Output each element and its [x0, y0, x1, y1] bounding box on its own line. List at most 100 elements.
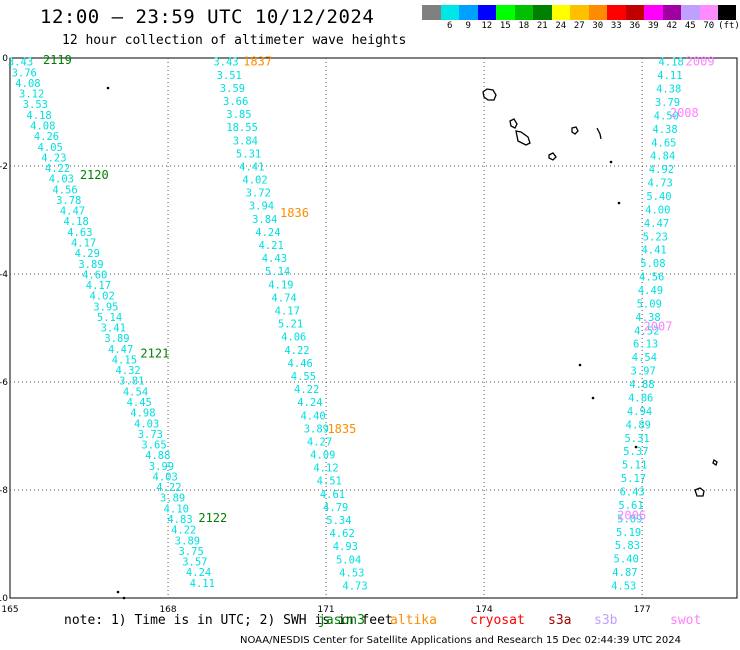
wave-height-label: 4.88 [145, 450, 170, 462]
pass-time-label: 2122 [198, 511, 227, 525]
map-frame [9, 57, 738, 599]
legend-label: 18 [518, 21, 530, 31]
lat-tick-label: -6 [0, 378, 8, 388]
lon-tick-label: 177 [634, 605, 651, 615]
legend-swatch [570, 5, 589, 20]
wave-height-label: 3.89 [304, 423, 329, 435]
island-outline [596, 127, 602, 140]
island-outline [548, 152, 557, 161]
wave-height-label: 3.95 [93, 301, 118, 313]
wave-height-label: 4.53 [611, 581, 636, 593]
wave-height-label: 4.51 [317, 476, 342, 488]
wave-height-label: 4.98 [130, 408, 155, 420]
wave-height-label: 4.03 [49, 174, 74, 186]
legend-swatch [699, 5, 719, 20]
wave-height-label: 4.03 [134, 418, 159, 430]
legend-swatch [477, 5, 497, 20]
wave-height-label: 3.97 [631, 366, 656, 378]
wave-height-label: 4.12 [313, 463, 338, 475]
wave-height-label: 3.84 [233, 135, 258, 147]
satellite-name-cryosat: cryosat [470, 613, 525, 628]
island-dot [634, 445, 638, 449]
wave-height-label: 4.22 [284, 345, 309, 357]
pass-time-label: 2007 [644, 319, 673, 333]
wave-height-label: 4.92 [649, 164, 674, 176]
wave-height-label: 3.89 [175, 535, 200, 547]
wave-height-label: 4.56 [639, 272, 664, 284]
wave-height-label: 5.19 [616, 527, 641, 539]
legend-label: 45 [684, 21, 696, 31]
wave-height-label: 4.79 [323, 502, 348, 514]
page-subtitle: 12 hour collection of altimeter wave hei… [62, 33, 407, 48]
wave-height-label: 3.43 [8, 57, 33, 69]
wave-height-label: 4.02 [89, 291, 114, 303]
wave-height-label: 3.51 [217, 70, 242, 82]
wave-height-label: 4.73 [342, 581, 367, 593]
satellite-name-altika: altika [390, 613, 437, 628]
wave-height-label: 4.40 [300, 410, 325, 422]
wave-height-label: 4.24 [186, 567, 211, 579]
wave-height-label: 4.17 [86, 280, 111, 292]
wave-height-label: 6.13 [633, 339, 658, 351]
wave-height-label: 4.29 [75, 248, 100, 260]
wave-height-label: 5.04 [336, 554, 361, 566]
island-outline [515, 130, 531, 146]
wave-height-label: 3.66 [223, 96, 248, 108]
legend-label: 30 [592, 21, 604, 31]
wave-height-label: 4.47 [644, 218, 669, 230]
wave-height-label: 4.03 [153, 471, 178, 483]
wave-height-label: 4.54 [123, 386, 148, 398]
legend-label: 15 [499, 21, 511, 31]
wave-height-label: 4.88 [629, 379, 654, 391]
lat-tick-label: -2 [0, 162, 8, 172]
wave-height-label: 4.11 [190, 578, 215, 590]
lat-tick-label: 0 [2, 54, 8, 64]
pass-time-label: 1837 [243, 55, 272, 69]
wave-height-label: 4.47 [60, 206, 85, 218]
wave-height-label: 4.84 [650, 151, 675, 163]
wave-height-label: 5.14 [265, 266, 290, 278]
legend-label: 6 [447, 21, 453, 31]
legend-swatch [533, 5, 552, 20]
satellite-name-s3b: s3b [594, 613, 618, 628]
wave-height-label: 4.18 [659, 57, 684, 69]
wave-height-label: 3.79 [655, 97, 680, 109]
wave-height-label: 4.60 [82, 269, 107, 281]
wave-height-label: 4.11 [657, 70, 682, 82]
legend-swatch [422, 5, 441, 20]
wave-height-label: 3.78 [56, 195, 81, 207]
wave-height-label: 5.08 [640, 258, 665, 270]
wave-height-label: 4.53 [339, 567, 364, 579]
wave-height-label: 3.59 [220, 83, 245, 95]
wave-height-label: 4.65 [651, 137, 676, 149]
legend-label: 24 [555, 21, 567, 31]
wave-height-label: 4.22 [294, 384, 319, 396]
wave-height-label: 3.75 [179, 546, 204, 558]
wave-height-label: 4.55 [291, 371, 316, 383]
wave-height-label: 5.37 [623, 446, 648, 458]
legend-swatch [718, 5, 736, 20]
wave-height-label: 5.40 [646, 191, 671, 203]
legend-swatch [607, 5, 626, 20]
wave-height-label: 5.34 [326, 515, 351, 527]
island-dot [609, 160, 613, 164]
island-outline [694, 487, 705, 497]
satellite-name-jason3: jason3 [318, 613, 365, 628]
wave-height-label: 4.74 [271, 292, 296, 304]
legend-swatch [496, 5, 515, 20]
wave-height-label: 5.31 [624, 433, 649, 445]
island-outline [712, 458, 718, 467]
wave-height-label: 5.14 [97, 312, 122, 324]
wave-height-label: 5.17 [621, 473, 646, 485]
wave-height-label: 4.93 [333, 541, 358, 553]
wave-height-label: 3.85 [226, 109, 251, 121]
wave-height-label: 3.84 [252, 214, 277, 226]
wave-height-label: 4.06 [281, 332, 306, 344]
wave-height-label: 4.00 [645, 204, 670, 216]
legend-unit: (ft) [718, 21, 740, 31]
wave-height-label: 4.38 [635, 312, 660, 324]
island-outline [571, 126, 579, 135]
wave-height-label: 4.18 [26, 110, 51, 122]
lon-tick-label: 174 [476, 605, 493, 615]
wave-height-label: 5.23 [643, 231, 668, 243]
